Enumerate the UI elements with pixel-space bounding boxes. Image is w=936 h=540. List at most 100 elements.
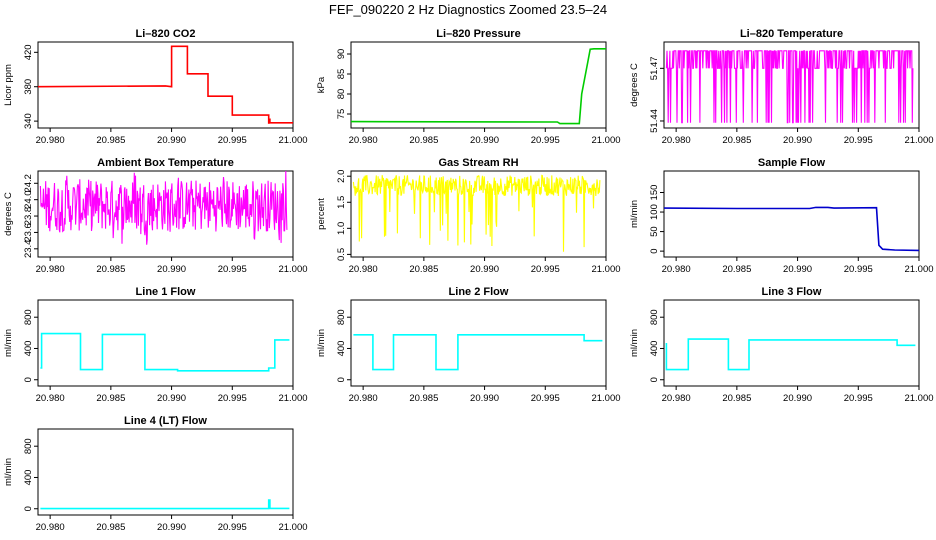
x-tick-label: 20.980: [36, 393, 65, 404]
panel-title: Ambient Box Temperature: [97, 157, 234, 169]
x-tick-label: 20.995: [844, 135, 873, 146]
x-tick-label: 20.980: [662, 135, 691, 146]
x-tick-label: 20.980: [349, 264, 378, 275]
x-tick-label: 20.990: [157, 264, 186, 275]
chart-panel-4: Ambient Box Temperature 20.980 20.985 20.99…: [3, 157, 308, 275]
y-tick-label: 800: [649, 309, 660, 325]
panel-title: Sample Flow: [758, 157, 826, 169]
x-tick-label: 21.000: [591, 393, 620, 404]
x-tick-label: 21.000: [278, 393, 307, 404]
x-tick-label: 20.995: [531, 264, 560, 275]
y-tick-label: 0: [336, 377, 347, 382]
x-tick-label: 20.990: [157, 522, 186, 533]
plot-frame: [350, 299, 607, 387]
y-tick-label: 340: [23, 113, 34, 129]
y-tick-label: 400: [23, 341, 34, 357]
y-tick-label: 23.8: [23, 207, 34, 226]
x-tick-label: 21.000: [904, 393, 933, 404]
panel-title: Line 2 Flow: [449, 286, 509, 298]
series-line: [665, 50, 914, 124]
panel-title: Li–820 Temperature: [740, 28, 843, 40]
x-tick-label: 21.000: [904, 135, 933, 146]
panel-title: Li–820 CO2: [136, 28, 196, 40]
y-tick-label: 75: [336, 109, 347, 120]
y-tick-label: 0.5: [336, 248, 347, 261]
y-tick-label: 23.4: [23, 240, 34, 258]
y-axis-label: percent: [316, 198, 327, 230]
x-tick-label: 20.990: [783, 393, 812, 404]
y-tick-label: 100: [649, 204, 660, 220]
y-tick-label: 90: [336, 49, 347, 60]
x-tick-label: 20.995: [218, 135, 247, 146]
y-tick-label: 420: [23, 44, 34, 60]
y-axis-label: ml/min: [629, 200, 640, 228]
panel-title: Line 1 Flow: [136, 286, 196, 298]
chart-panel-3: Li–820 Temperature 20.980 20.985 20.990 20.9…: [629, 28, 934, 146]
x-tick-label: 20.980: [36, 264, 65, 275]
y-axis-label: ml/min: [3, 329, 14, 357]
plot-frame: [350, 170, 607, 258]
y-axis-label: Licor ppm: [3, 64, 14, 106]
y-tick-label: 24.0: [23, 190, 34, 209]
plot-frame: [663, 170, 920, 258]
chart-panel-1: Li–820 CO2 20.980 20.985 20.990 20.995 21.000…: [3, 28, 308, 146]
x-tick-label: 20.980: [36, 522, 65, 533]
plot-frame: [37, 170, 294, 258]
y-tick-label: 1.5: [336, 196, 347, 209]
y-tick-label: 800: [23, 438, 34, 454]
x-tick-label: 20.990: [470, 393, 499, 404]
y-axis-label: ml/min: [629, 329, 640, 357]
plot-frame: [663, 41, 920, 129]
x-tick-label: 20.995: [844, 393, 873, 404]
chart-panel-2: Li–820 Pressure 20.980 20.985 20.990 20.995 2…: [316, 28, 621, 146]
x-tick-label: 21.000: [278, 264, 307, 275]
series-line: [40, 332, 290, 372]
plot-frame: [350, 41, 607, 129]
series-line: [353, 334, 603, 371]
x-tick-label: 20.980: [349, 393, 378, 404]
y-tick-label: 400: [336, 341, 347, 357]
plot-frame: [37, 299, 294, 387]
x-tick-label: 21.000: [278, 135, 307, 146]
y-tick-label: 85: [336, 69, 347, 80]
y-tick-label: 1.0: [336, 222, 347, 235]
y-tick-label: 380: [23, 79, 34, 95]
x-tick-label: 20.985: [96, 393, 125, 404]
series-line: [665, 338, 916, 371]
x-tick-label: 20.985: [722, 393, 751, 404]
y-tick-label: 0: [649, 377, 660, 382]
y-tick-label: 150: [649, 185, 660, 201]
chart-panel-7: Line 1 Flow 20.980 20.985 20.990 20.995 21.00…: [3, 286, 308, 404]
chart-panel-9: Line 3 Flow 20.980 20.985 20.990 20.995 21.00…: [629, 286, 934, 404]
y-tick-label: 80: [336, 89, 347, 100]
x-tick-label: 20.985: [409, 393, 438, 404]
chart-panel-10: Line 4 (LT) Flow 20.980 20.985 20.990 20.995…: [3, 415, 308, 533]
chart-panel-6: Sample Flow 20.980 20.985 20.990 20.995 21.00…: [629, 157, 934, 275]
x-tick-label: 20.985: [96, 135, 125, 146]
x-tick-label: 20.995: [844, 264, 873, 275]
x-tick-label: 20.980: [662, 393, 691, 404]
x-tick-label: 20.980: [349, 135, 378, 146]
x-tick-label: 20.995: [218, 522, 247, 533]
x-tick-label: 20.990: [470, 264, 499, 275]
y-axis-label: ml/min: [316, 329, 327, 357]
series-line: [664, 206, 919, 252]
series-line: [40, 499, 290, 510]
plot-frame: [37, 428, 294, 516]
chart-panel-5: Gas Stream RH 20.980 20.985 20.990 20.995 21.…: [316, 157, 621, 275]
y-tick-label: 23.6: [23, 223, 34, 242]
series-line: [38, 45, 293, 124]
series-line: [351, 48, 606, 125]
x-tick-label: 21.000: [278, 522, 307, 533]
x-tick-label: 20.995: [531, 135, 560, 146]
x-tick-label: 20.990: [783, 135, 812, 146]
chart-panel-8: Line 2 Flow 20.980 20.985 20.990 20.995 21.00…: [316, 286, 621, 404]
y-tick-label: 50: [649, 226, 660, 237]
y-tick-label: 0: [23, 506, 34, 511]
y-tick-label: 51.47: [649, 56, 660, 80]
x-tick-label: 20.990: [470, 135, 499, 146]
series-line: [39, 171, 288, 245]
panel-title: Li–820 Pressure: [436, 28, 520, 40]
y-tick-label: 0: [649, 248, 660, 253]
y-tick-label: 0: [23, 377, 34, 382]
